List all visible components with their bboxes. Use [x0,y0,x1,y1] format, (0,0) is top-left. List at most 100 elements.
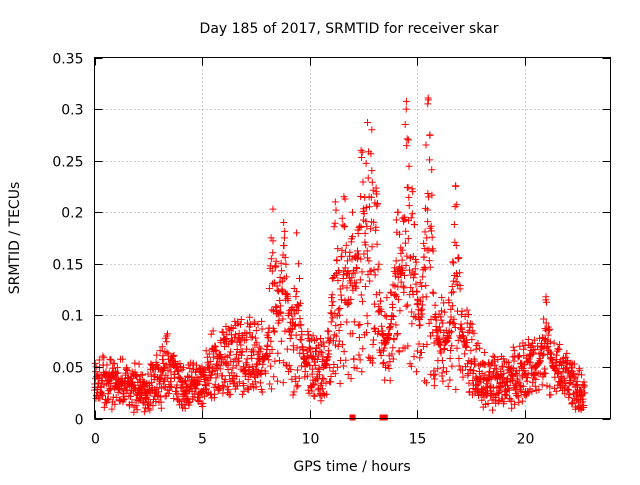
data-point [238,348,246,356]
data-point [545,325,553,333]
data-point [274,377,282,385]
data-point [568,364,576,372]
data-point [367,150,375,158]
data-point [452,278,460,286]
data-point [368,178,376,186]
data-point [581,389,589,397]
data-point [232,362,240,370]
data-point [523,374,531,382]
data-point [146,406,154,414]
data-point [492,365,500,373]
data-point [395,296,403,304]
data-point [340,348,348,356]
data-point [538,381,546,389]
data-point [525,389,533,397]
data-point [345,299,353,307]
data-point [413,347,421,355]
data-point [461,350,469,358]
data-point [428,191,436,199]
data-point [316,371,324,379]
data-point [417,348,425,356]
data-point [394,283,402,291]
data-point [338,214,346,222]
data-point [406,266,414,274]
data-point [418,301,426,309]
data-point [258,325,266,333]
data-point [452,241,460,249]
data-point [468,336,476,344]
data-point [262,369,270,377]
data-point [497,383,505,391]
data-point [216,385,224,393]
data-point [327,372,335,380]
data-point [244,375,252,383]
data-point [424,218,432,226]
data-point [377,307,385,315]
data-point [537,357,545,365]
data-point [364,254,372,262]
data-point [410,274,418,282]
data-point [332,332,340,340]
data-point [390,336,398,344]
data-point [251,378,259,386]
data-point [246,329,254,337]
data-point [290,388,298,396]
data-point [334,277,342,285]
data-point [240,387,248,395]
data-point [243,355,251,363]
data-point [243,319,251,327]
data-point [103,396,111,404]
data-point [243,345,251,353]
data-point [310,380,318,388]
data-point [366,277,374,285]
data-point [542,336,550,344]
data-point [554,345,562,353]
data-point [331,198,339,206]
data-point [508,404,516,412]
data-point [338,246,346,254]
data-point [107,380,115,388]
data-point [528,387,536,395]
data-point [176,374,184,382]
data-point [546,383,554,391]
data-point [294,382,302,390]
data-point [539,352,547,360]
data-point [293,229,301,237]
data-point [579,383,587,391]
data-point [349,330,357,338]
data-point [500,369,508,377]
data-point [157,398,165,406]
data-point [267,255,275,263]
data-point [280,234,288,242]
data-point [95,356,103,364]
data-point [330,331,338,339]
data-point [99,352,107,360]
data-point [425,246,433,254]
data-point [334,342,342,350]
data-point [314,375,322,383]
data-point [424,190,432,198]
data-point [543,382,551,390]
data-point [317,397,325,405]
data-point [364,271,372,279]
data-point [368,126,376,134]
data-point [423,206,431,214]
data-point [292,377,300,385]
data-point [235,329,243,337]
data-point [370,300,378,308]
data-point [550,339,558,347]
data-point [359,297,367,305]
data-point [120,396,128,404]
data-point [359,345,367,353]
data-point [355,351,363,359]
data-point [269,237,277,245]
data-point [448,289,456,297]
data-point [270,328,278,336]
data-point [232,350,240,358]
data-point [160,376,168,384]
data-point [535,386,543,394]
data-point [310,392,318,400]
data-point [446,355,454,363]
data-point [289,315,297,323]
